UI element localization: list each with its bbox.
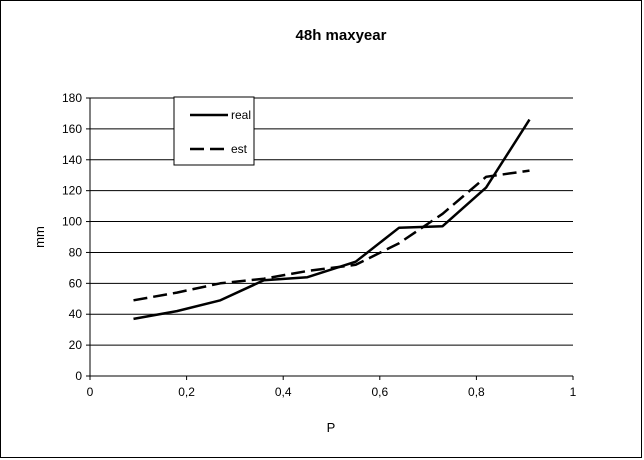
y-axis-title: mm xyxy=(32,226,47,248)
y-tick-label: 20 xyxy=(69,338,83,352)
legend: real est xyxy=(173,96,255,166)
x-tick-labels: 0 0,2 0,4 0,6 0,8 1 xyxy=(87,385,577,399)
series-line-real xyxy=(133,118,531,321)
x-tick-label: 1 xyxy=(570,385,577,399)
legend-box xyxy=(173,96,255,166)
x-tick-label: 0,4 xyxy=(275,385,292,399)
x-tick-label: 0,6 xyxy=(371,385,388,399)
y-tick-label: 120 xyxy=(62,184,82,198)
x-tick-label: 0,8 xyxy=(468,385,485,399)
y-tick-label: 100 xyxy=(62,215,82,229)
axes xyxy=(86,97,574,380)
y-tick-label: 40 xyxy=(69,307,83,321)
series-line-est xyxy=(133,169,530,302)
y-tick-labels: 0 20 40 60 80 100 120 140 160 180 xyxy=(62,91,82,383)
y-tick-label: 180 xyxy=(62,91,82,105)
x-axis-title: P xyxy=(327,420,336,435)
gridlines xyxy=(90,97,573,346)
y-tick-label: 80 xyxy=(69,245,83,259)
y-tick-label: 0 xyxy=(75,369,82,383)
y-tick-label: 140 xyxy=(62,153,82,167)
legend-label-est: est xyxy=(231,142,248,156)
x-tick-label: 0 xyxy=(87,385,94,399)
legend-label-real: real xyxy=(231,108,251,122)
y-tick-label: 160 xyxy=(62,122,82,136)
y-tick-label: 60 xyxy=(69,276,83,290)
series-lines xyxy=(133,118,531,321)
chart-title: 48h maxyear xyxy=(296,27,387,44)
x-tick-label: 0,2 xyxy=(178,385,195,399)
